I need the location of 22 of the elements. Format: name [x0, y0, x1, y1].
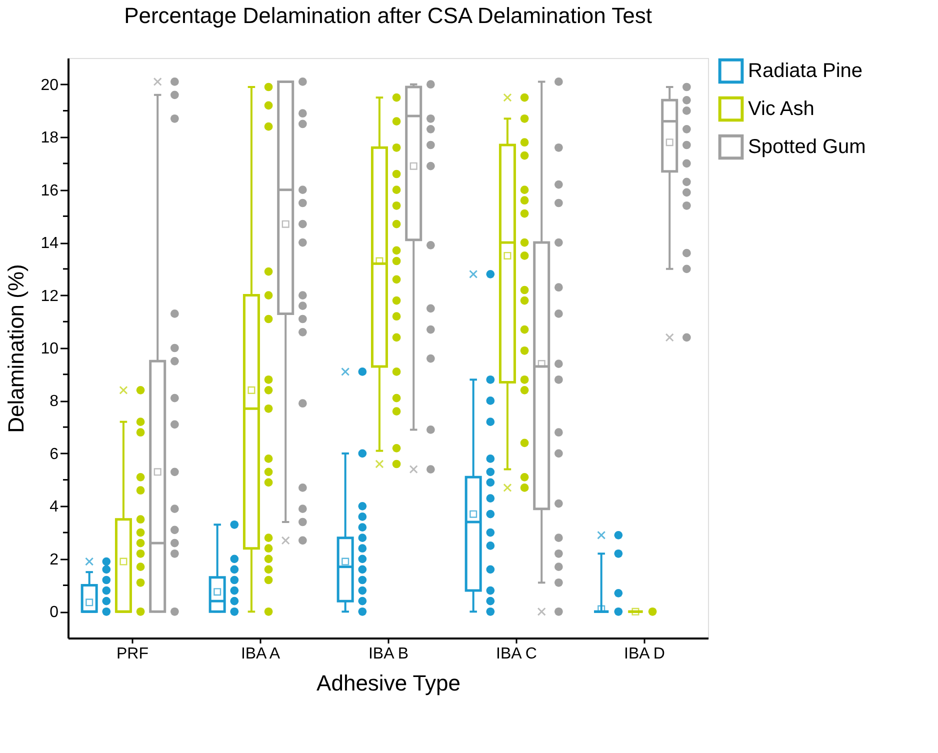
- y-axis-title: Delamination (%): [4, 264, 29, 433]
- y-tick-label: 4: [50, 498, 59, 516]
- x-tick-label: IBA D: [624, 646, 665, 662]
- x-tick-label: IBA A: [240, 646, 280, 662]
- y-tick-label: 2: [50, 551, 59, 568]
- y-tick-label: 0: [50, 604, 59, 622]
- y-tick-label: 10: [40, 340, 59, 358]
- chart-title: Percentage Delamination after CSA Delamination Test: [124, 3, 652, 28]
- x-tick-label: IBA B: [368, 646, 409, 662]
- legend-label: Spotted Gum: [748, 136, 866, 158]
- x-axis-title: Adhesive Type: [316, 670, 460, 696]
- y-tick-label: 8: [50, 393, 59, 410]
- y-tick-label: 14: [40, 235, 59, 252]
- y-tick-label: 6: [50, 446, 59, 463]
- y-tick-label: 20: [40, 76, 59, 94]
- x-tick-label: IBA C: [496, 646, 537, 662]
- legend-label: Vic Ash: [748, 98, 814, 120]
- y-tick-label: 12: [40, 288, 59, 305]
- x-tick-label: PRF: [116, 646, 149, 662]
- y-tick-label: 18: [40, 130, 59, 147]
- legend-label: Radiata Pine: [748, 60, 863, 82]
- y-tick-label: 16: [40, 182, 59, 200]
